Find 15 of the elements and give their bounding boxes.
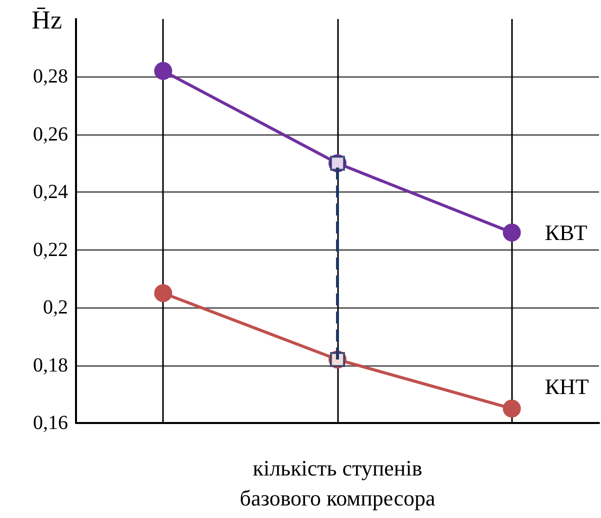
y-tick-label: 0,16	[33, 412, 68, 434]
y-tick-label: 0,2	[43, 296, 68, 319]
series-label: КВТ	[544, 220, 588, 246]
point	[154, 62, 172, 80]
y-axis-title: H̄z	[32, 6, 62, 34]
y-tick-label: 0,22	[33, 238, 68, 261]
y-tick-label: 0,28	[33, 66, 68, 88]
y-tick-label: 0,18	[33, 354, 68, 376]
point	[154, 284, 172, 302]
x-axis-title: кількість ступенів базового компресора	[240, 456, 436, 510]
point	[502, 224, 521, 242]
y-tick-label: 0,24	[33, 181, 68, 204]
series-label: КНТ	[544, 374, 590, 400]
point	[502, 400, 521, 418]
y-tick-label: 0,26	[33, 123, 68, 146]
